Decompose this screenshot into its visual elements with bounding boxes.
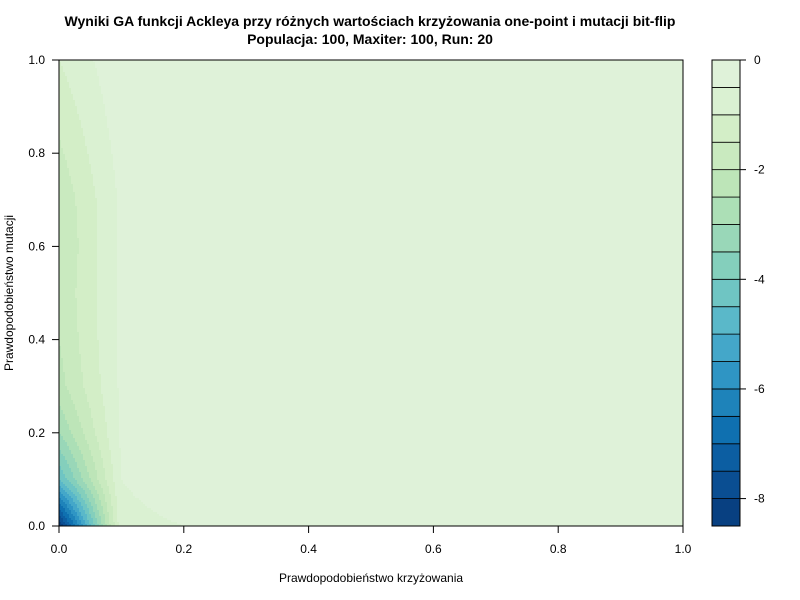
chart-subtitle: Populacja: 100, Maxiter: 100, Run: 20: [247, 31, 493, 47]
chart-title: Wyniki GA funkcji Ackleya przy różnych w…: [65, 13, 676, 29]
contour-fill: [59, 60, 684, 527]
